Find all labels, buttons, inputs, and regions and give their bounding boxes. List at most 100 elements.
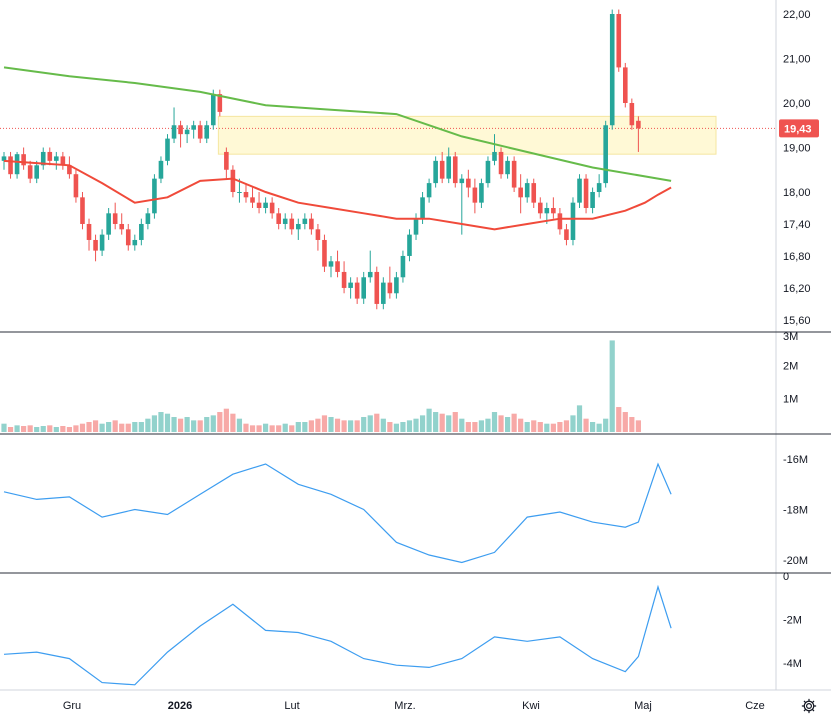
volume-tick-label: 2M: [783, 360, 798, 372]
volume-bar: [47, 425, 53, 432]
volume-bar: [99, 423, 105, 432]
candle-body: [400, 255, 406, 278]
volume-tick-label: 3M: [783, 331, 798, 343]
volume-bar: [426, 408, 432, 432]
candle: [93, 234, 98, 262]
volume-bar: [361, 417, 367, 432]
candle: [296, 218, 301, 240]
candle: [158, 156, 164, 184]
candle: [531, 178, 537, 208]
candle: [439, 151, 445, 184]
volume-bar: [511, 413, 517, 432]
volume-bar: [465, 422, 471, 432]
candle-body: [505, 160, 510, 175]
indicator-1-line: [3, 462, 672, 564]
candle: [152, 174, 157, 219]
candle: [132, 234, 138, 251]
candle-body: [178, 125, 183, 135]
candle: [518, 174, 523, 214]
candle: [505, 156, 510, 179]
candle: [112, 202, 118, 230]
candle: [106, 207, 111, 240]
candle: [446, 147, 452, 184]
volume-bar: [321, 415, 328, 432]
candle: [256, 192, 262, 214]
candle-body: [40, 151, 46, 166]
volume-bar: [21, 426, 27, 432]
candle-body: [518, 187, 523, 198]
candle: [577, 174, 582, 208]
volume-bar: [518, 418, 524, 432]
candle: [524, 178, 530, 203]
volume-bar: [263, 423, 269, 432]
volume-bar: [79, 423, 86, 432]
volume-bar: [557, 422, 563, 432]
volume-bar: [27, 425, 33, 432]
volume-bar: [609, 340, 615, 432]
candle-body: [8, 156, 13, 175]
price-tick-label: 19,00: [783, 143, 811, 155]
indicator-pane-2[interactable]: 0 -2M -4M: [3, 571, 802, 686]
volume-bar: [125, 423, 131, 432]
candle-body: [420, 197, 425, 219]
volume-bar: [635, 420, 641, 432]
volume-bar: [616, 407, 622, 432]
candle: [54, 151, 59, 170]
time-tick-label: Maj: [634, 700, 652, 712]
settings-gear-icon[interactable]: [800, 697, 818, 715]
volume-bar: [289, 425, 295, 432]
volume-bar: [34, 427, 40, 432]
candle-body: [367, 271, 373, 278]
candle-body: [551, 207, 556, 214]
volume-axis-ticks: 3M 2M 1M: [783, 331, 798, 406]
candle: [629, 98, 635, 130]
volume-bar: [145, 418, 151, 432]
time-tick-label: Kwi: [522, 700, 540, 712]
candle: [289, 213, 295, 235]
candle: [361, 271, 366, 304]
volume-bar: [531, 420, 537, 432]
moving-average-long-line: [3, 66, 672, 182]
volume-bar: [119, 423, 125, 432]
volume-pane[interactable]: 3M 2M 1M: [1, 331, 798, 432]
candle: [433, 156, 438, 188]
candle-body: [139, 223, 144, 240]
candle: [217, 89, 223, 117]
candle-body: [564, 229, 569, 240]
indicator-pane-1[interactable]: -16M -18M -20M: [3, 454, 808, 567]
volume-bar: [106, 422, 112, 432]
candle: [80, 192, 85, 230]
candle-body: [99, 234, 105, 251]
volume-bar: [334, 418, 341, 432]
candle-body: [381, 282, 386, 304]
candle-body: [511, 160, 517, 188]
last-price-label-text: 19,43: [784, 123, 812, 135]
candle-body: [426, 183, 432, 198]
candle-body: [210, 94, 216, 126]
candle-body: [452, 156, 458, 184]
price-pane[interactable]: 22,00 21,00 20,00 19,00 18,00 17,40 16,80 16,20…: [0, 9, 819, 327]
volume-bar: [498, 415, 504, 432]
volume-bar: [14, 425, 20, 432]
candle: [537, 197, 543, 219]
candle: [603, 120, 608, 188]
time-tick-label: Cze: [745, 700, 765, 712]
volume-bar: [485, 418, 491, 432]
candle-body: [296, 223, 301, 230]
volume-bar: [308, 420, 314, 432]
candle-body: [341, 271, 347, 288]
candle: [315, 223, 321, 251]
volume-bar: [92, 420, 99, 432]
volume-bar: [576, 405, 583, 432]
candle-body: [145, 213, 151, 224]
candle-body: [54, 156, 59, 161]
candle: [86, 218, 92, 251]
candle-body: [394, 277, 399, 294]
candle: [60, 151, 66, 170]
candle: [119, 213, 125, 235]
volume-bar: [348, 420, 354, 432]
volume-bar: [276, 425, 282, 432]
candle-body: [276, 213, 281, 224]
candle-body: [119, 223, 125, 230]
